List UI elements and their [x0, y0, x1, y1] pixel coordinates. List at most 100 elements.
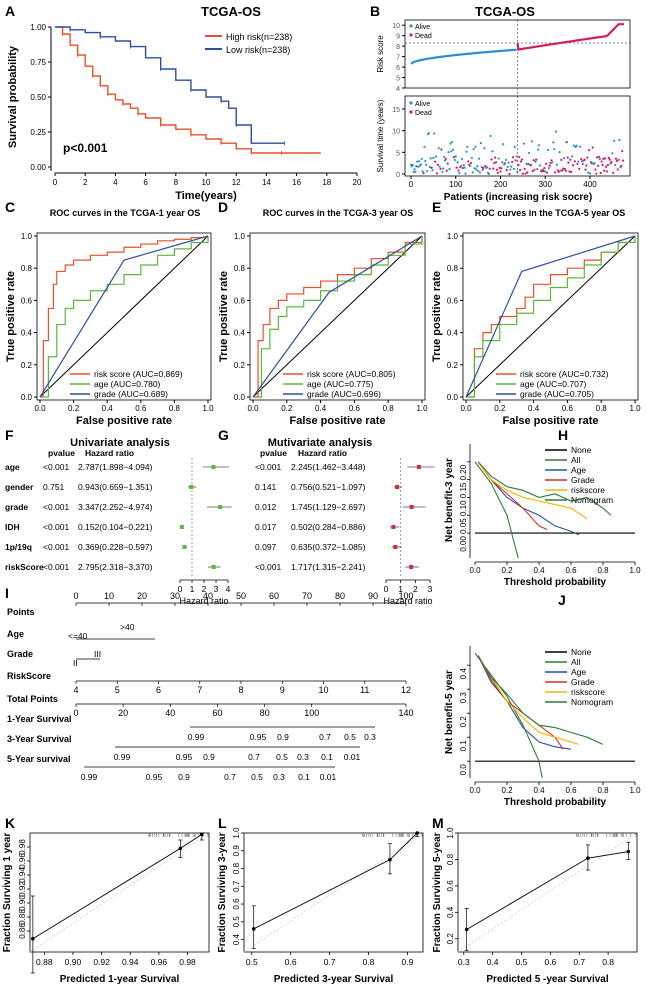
- tick-label: 6: [156, 685, 161, 695]
- calibration-point: [251, 927, 256, 931]
- panel-letter-A: A: [5, 3, 15, 19]
- patient-point: [534, 160, 537, 163]
- hazard-ratio-point: [409, 505, 414, 509]
- legend-entry: grade (AUC=0.705): [520, 389, 594, 399]
- roc-curve: [39, 235, 209, 398]
- y-tick-label: 1.0: [446, 827, 455, 839]
- roc-curve: [466, 236, 636, 398]
- patient-point: [602, 157, 605, 160]
- y-tick-label: 0.8: [447, 264, 459, 273]
- dca-curve: [477, 461, 588, 520]
- patient-point: [499, 170, 502, 173]
- x-tick-label: 0.6: [285, 957, 297, 967]
- patient-point: [593, 161, 596, 165]
- patient-point: [420, 157, 423, 160]
- tick-label: 20: [137, 591, 147, 601]
- calibration-line: [32, 834, 203, 940]
- p-value: <0.001: [43, 462, 70, 472]
- y-tick-label: 7: [396, 55, 400, 62]
- tick-label: II: [73, 658, 78, 668]
- x-axis-label: Threshold probability: [504, 577, 607, 588]
- ideal-line: [29, 832, 210, 953]
- x-tick-label: 200: [494, 180, 508, 189]
- patient-point: [474, 145, 477, 148]
- patient-point: [575, 144, 578, 147]
- legend-entry: Dead: [415, 33, 432, 40]
- chart-title: ROC curves in the TCGA-1 year OS: [50, 208, 201, 218]
- nomogram-row-label: 3-Year Survival: [7, 734, 72, 744]
- x-tick-label: 0: [53, 178, 58, 187]
- dca-curve: [477, 655, 604, 745]
- x-axis-label: False positive rate: [503, 415, 599, 427]
- tick-label: 0.01: [320, 772, 337, 782]
- patient-point: [419, 163, 422, 166]
- plot-frame: [249, 232, 426, 401]
- p-value: 0.751: [43, 482, 65, 492]
- hazard-ratio-point: [189, 485, 194, 489]
- p-value-annotation: p<0.001: [63, 141, 108, 155]
- patient-point: [501, 161, 504, 164]
- y-tick-label: 0.98: [18, 839, 27, 855]
- tick-label: 100: [304, 708, 319, 718]
- tick-label: 60: [269, 591, 279, 601]
- patient-point: [481, 168, 484, 171]
- tick-label: 70: [302, 591, 312, 601]
- patient-point: [595, 172, 598, 175]
- patient-point: [421, 170, 424, 173]
- legend-entry: age (AUC=0.775): [307, 379, 374, 389]
- patient-point: [579, 145, 582, 148]
- patient-point: [434, 155, 438, 158]
- patient-point: [411, 164, 414, 167]
- tick-label: 0.5: [251, 772, 263, 782]
- patient-point: [559, 169, 562, 172]
- x-tick-label: 0.6: [544, 957, 556, 967]
- chart-title: Univariate analysis: [70, 437, 170, 449]
- patient-point: [583, 158, 586, 161]
- patient-point: [415, 165, 418, 168]
- hazard-ratio-point: [391, 525, 396, 529]
- dca-curve: [474, 461, 519, 559]
- patient-point: [618, 138, 621, 142]
- x-axis-label: Predicted 5 -year Survival: [486, 974, 609, 985]
- y-tick-label: 10: [392, 129, 400, 136]
- patient-point: [412, 170, 415, 173]
- y-tick-label: 0.6: [21, 296, 33, 305]
- tick-label: 0.5: [276, 752, 288, 762]
- panel-letter-D: D: [218, 199, 228, 215]
- y-tick-label: 0.10: [459, 500, 468, 516]
- y-axis-label: Net benefit-5 year: [444, 670, 455, 754]
- hazard-ratio-text: 0.756(0.521−1.097): [291, 482, 366, 492]
- roc-curve: [253, 236, 423, 398]
- p-value: <0.001: [43, 522, 70, 532]
- patient-point: [599, 171, 602, 175]
- patient-point: [445, 169, 448, 172]
- patient-point: [485, 166, 489, 169]
- patient-point: [587, 171, 590, 174]
- patient-point: [444, 157, 448, 160]
- y-tick-label: 0.1: [459, 740, 468, 752]
- risk-curve-high: [516, 23, 624, 51]
- x-axis-label: Hazard ratio: [179, 596, 228, 606]
- hazard-ratio-text: 0.502(0.284−0.886): [291, 522, 366, 532]
- legend-entry: Age: [571, 465, 586, 475]
- tick-label: 0.01: [344, 752, 361, 762]
- patient-point: [504, 158, 507, 162]
- patient-point: [515, 155, 518, 158]
- tick-label: 0.3: [297, 752, 309, 762]
- x-tick-label: 0.98: [179, 957, 196, 967]
- patient-point: [423, 145, 426, 148]
- x-tick-label: 1: [190, 584, 195, 594]
- y-tick-label: 0.94: [18, 867, 27, 883]
- x-axis-label: False positive rate: [76, 415, 172, 427]
- legend-entry: All: [571, 657, 581, 667]
- patient-point: [424, 159, 427, 163]
- x-tick-label: 0: [178, 584, 183, 594]
- patient-point: [613, 139, 616, 142]
- dca-curve: [477, 655, 572, 750]
- tick-label: 0.7: [248, 752, 260, 762]
- patient-point: [487, 172, 490, 175]
- roc-curve: [40, 236, 209, 398]
- tick-label: 9: [280, 685, 285, 695]
- legend-entry: High risk(n=238): [226, 32, 292, 42]
